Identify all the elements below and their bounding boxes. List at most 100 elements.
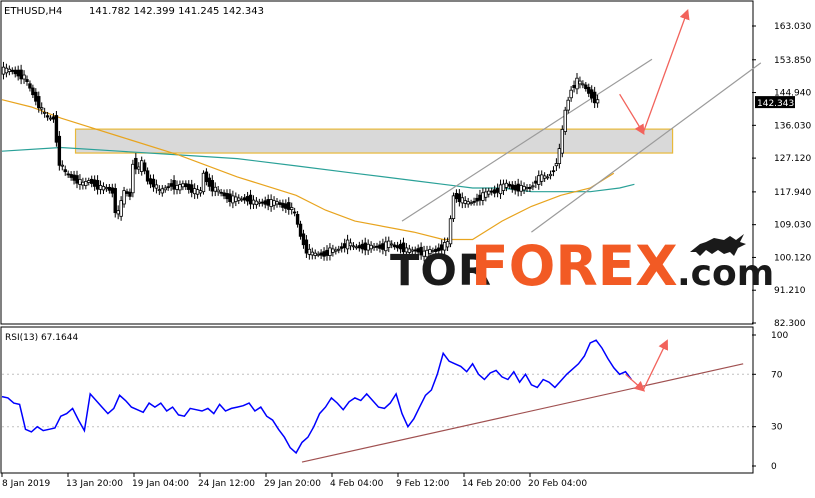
- candle-body: [584, 84, 588, 90]
- logo-part3: .com: [677, 253, 774, 294]
- candle-body: [478, 194, 482, 201]
- rsi-pane[interactable]: [0, 326, 754, 474]
- candle-body: [160, 188, 164, 194]
- candle-body: [378, 244, 382, 249]
- candle-body: [357, 245, 362, 249]
- last-price-box: [755, 96, 795, 109]
- candle-body: [75, 175, 79, 184]
- candle-body: [342, 243, 347, 248]
- candle-body: [25, 79, 29, 82]
- candle-body: [37, 96, 41, 109]
- candle-body: [92, 179, 97, 187]
- price-layer: [1, 8, 762, 262]
- candle-body: [522, 186, 526, 191]
- candle-body: [181, 183, 185, 188]
- candle-body: [231, 195, 235, 204]
- candle-body: [595, 99, 600, 104]
- candle-body: [145, 170, 150, 182]
- candle-body: [54, 115, 59, 143]
- candle-body: [172, 180, 176, 190]
- candle-body: [313, 252, 317, 256]
- candle-body: [140, 160, 144, 172]
- price-ytick-label: 163.030: [774, 22, 811, 32]
- candle-body: [445, 241, 450, 248]
- candle-body: [454, 193, 459, 200]
- axis-layer: 142.343 163.030 153.850 144.940 136.030 127.1…: [1, 22, 811, 489]
- xtick-label: 14 Feb 20:00: [462, 479, 521, 489]
- rsi-label: RSI(13) 67.1644: [5, 333, 78, 343]
- ohlc-label: 141.782 142.399 141.245 142.343: [89, 6, 264, 17]
- candle-body: [42, 111, 47, 114]
- candle-body: [457, 193, 462, 202]
- candle-body: [16, 69, 20, 77]
- candle-body: [198, 190, 203, 194]
- candle-body: [10, 69, 14, 72]
- candle-body: [69, 174, 73, 178]
- candle-body: [137, 166, 141, 170]
- candle-body: [31, 87, 35, 96]
- candle-body: [525, 187, 529, 190]
- candle-body: [190, 184, 194, 193]
- candle-body: [451, 195, 456, 220]
- candle-body: [301, 233, 306, 246]
- candle-body: [84, 181, 88, 186]
- candle-body: [484, 191, 488, 198]
- candle-body: [81, 181, 85, 186]
- candle-body: [366, 243, 370, 251]
- candle-body: [87, 180, 91, 183]
- xtick-label: 13 Jan 20:00: [66, 479, 123, 489]
- candle-body: [351, 245, 356, 248]
- candle-body: [187, 183, 191, 190]
- candle-body: [213, 186, 217, 192]
- candle-body: [90, 178, 94, 184]
- last-price-label: 142.343: [757, 99, 794, 109]
- price-ytick-label: 127.120: [774, 154, 811, 164]
- candle-body: [537, 175, 541, 185]
- candle-body: [513, 185, 517, 191]
- logo-part2: FOREX: [471, 234, 678, 298]
- candle-body: [287, 202, 291, 210]
- candle-body: [210, 180, 214, 192]
- xtick-label: 8 Jan 2019: [2, 479, 50, 489]
- candle-body: [448, 218, 453, 245]
- candle-body: [528, 186, 532, 189]
- candle-body: [113, 188, 117, 214]
- price-ytick-label: 136.030: [774, 121, 811, 131]
- candle-body: [472, 201, 476, 203]
- candle-body: [292, 211, 297, 214]
- price-forecast-arrow-0: [619, 93, 645, 136]
- price-ytick-label: 117.940: [774, 188, 811, 198]
- torforex-logo: TOR FOREX .com: [390, 234, 774, 298]
- candle-body: [216, 189, 220, 193]
- candle-body: [540, 174, 544, 182]
- candle-body: [569, 89, 573, 99]
- candle-body: [248, 194, 253, 205]
- candle-body: [95, 180, 100, 190]
- candle-body: [548, 173, 553, 177]
- candle-body: [551, 170, 556, 173]
- candle-body: [272, 200, 276, 206]
- candle-body: [192, 188, 197, 195]
- candle-body: [125, 191, 129, 194]
- candle-body: [384, 241, 388, 252]
- candle-body: [78, 178, 82, 185]
- candle-body: [4, 67, 9, 74]
- price-pane[interactable]: [0, 0, 754, 325]
- candle-body: [134, 157, 138, 170]
- candle-body: [260, 201, 264, 204]
- candle-body: [581, 83, 585, 86]
- candle-body: [322, 251, 326, 257]
- candle-body: [104, 187, 109, 190]
- candle-body: [263, 200, 267, 205]
- price-ytick-label: 82.300: [774, 319, 806, 329]
- candle-body: [207, 177, 212, 187]
- candle-body: [507, 183, 512, 187]
- candle-body: [169, 183, 173, 187]
- rsi-ytick-label: 70: [771, 370, 783, 380]
- candle-body: [354, 246, 359, 249]
- candle-body: [22, 74, 26, 80]
- candle-body: [154, 184, 159, 189]
- candle-body: [28, 83, 32, 89]
